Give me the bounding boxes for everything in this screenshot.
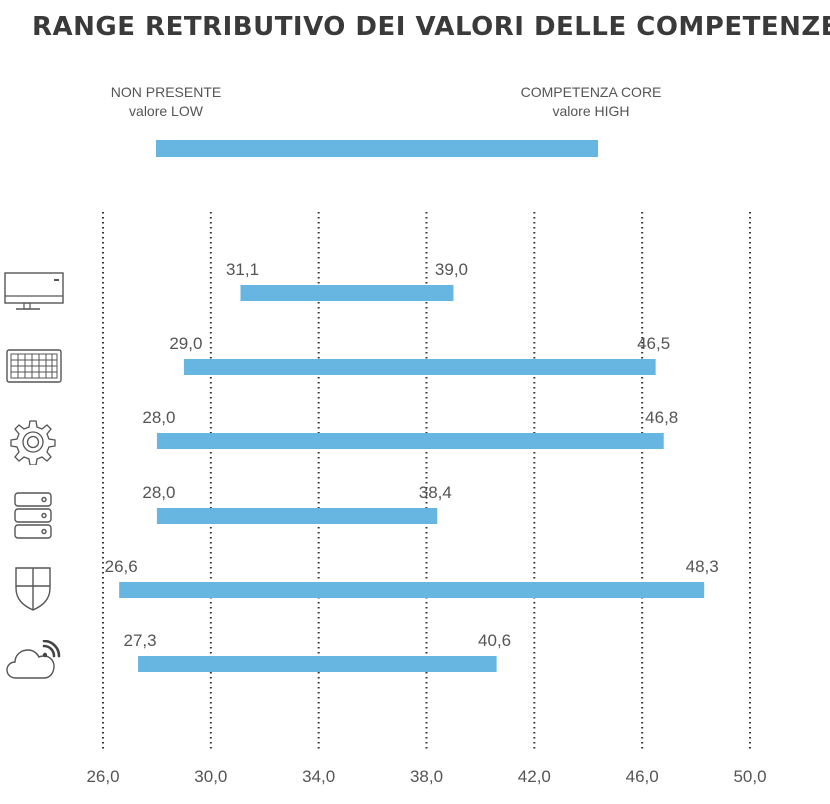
legend-high: COMPETENZA CORE valore HIGH [506, 83, 676, 121]
range-bar [156, 433, 664, 449]
desktop-computer-icon [4, 272, 64, 310]
low-value-label: 28,0 [142, 408, 175, 427]
x-tick-label: 42,0 [518, 767, 551, 786]
legend-low: NON PRESENTE valore LOW [96, 83, 236, 121]
legend-low-line2: valore LOW [129, 103, 203, 119]
gear-icon [10, 420, 56, 465]
high-value-label: 38,4 [419, 483, 452, 502]
range-bar [119, 582, 705, 598]
x-tick-label: 46,0 [626, 767, 659, 786]
legend-range-bar [156, 140, 598, 157]
x-tick-label: 38,0 [410, 767, 443, 786]
low-value-label: 31,1 [226, 260, 259, 279]
server-stack-icon [14, 492, 52, 539]
legend-high-line1: COMPETENZA CORE [520, 84, 662, 100]
keyboard-icon [6, 349, 62, 383]
range-bar [156, 508, 438, 524]
x-tick-label: 26,0 [86, 767, 119, 786]
cloud-wifi-icon [6, 640, 61, 679]
low-value-label: 27,3 [123, 631, 156, 650]
legend-high-line2: valore HIGH [552, 103, 630, 119]
legend-low-line1: NON PRESENTE [110, 84, 222, 100]
shield-icon [15, 567, 51, 611]
high-value-label: 46,5 [637, 334, 670, 353]
low-value-label: 28,0 [142, 483, 175, 502]
x-tick-label: 30,0 [194, 767, 227, 786]
x-tick-label: 50,0 [733, 767, 766, 786]
range-bar [183, 359, 656, 375]
high-value-label: 39,0 [435, 260, 468, 279]
chart-title: RANGE RETRIBUTIVO DEI VALORI DELLE COMPE… [32, 12, 830, 42]
x-tick-label: 34,0 [302, 767, 335, 786]
low-value-label: 26,6 [105, 557, 138, 576]
high-value-label: 48,3 [686, 557, 719, 576]
high-value-label: 40,6 [478, 631, 511, 650]
high-value-label: 46,8 [645, 408, 678, 427]
low-value-label: 29,0 [169, 334, 202, 353]
range-bar [240, 285, 454, 301]
range-bar [138, 656, 497, 672]
